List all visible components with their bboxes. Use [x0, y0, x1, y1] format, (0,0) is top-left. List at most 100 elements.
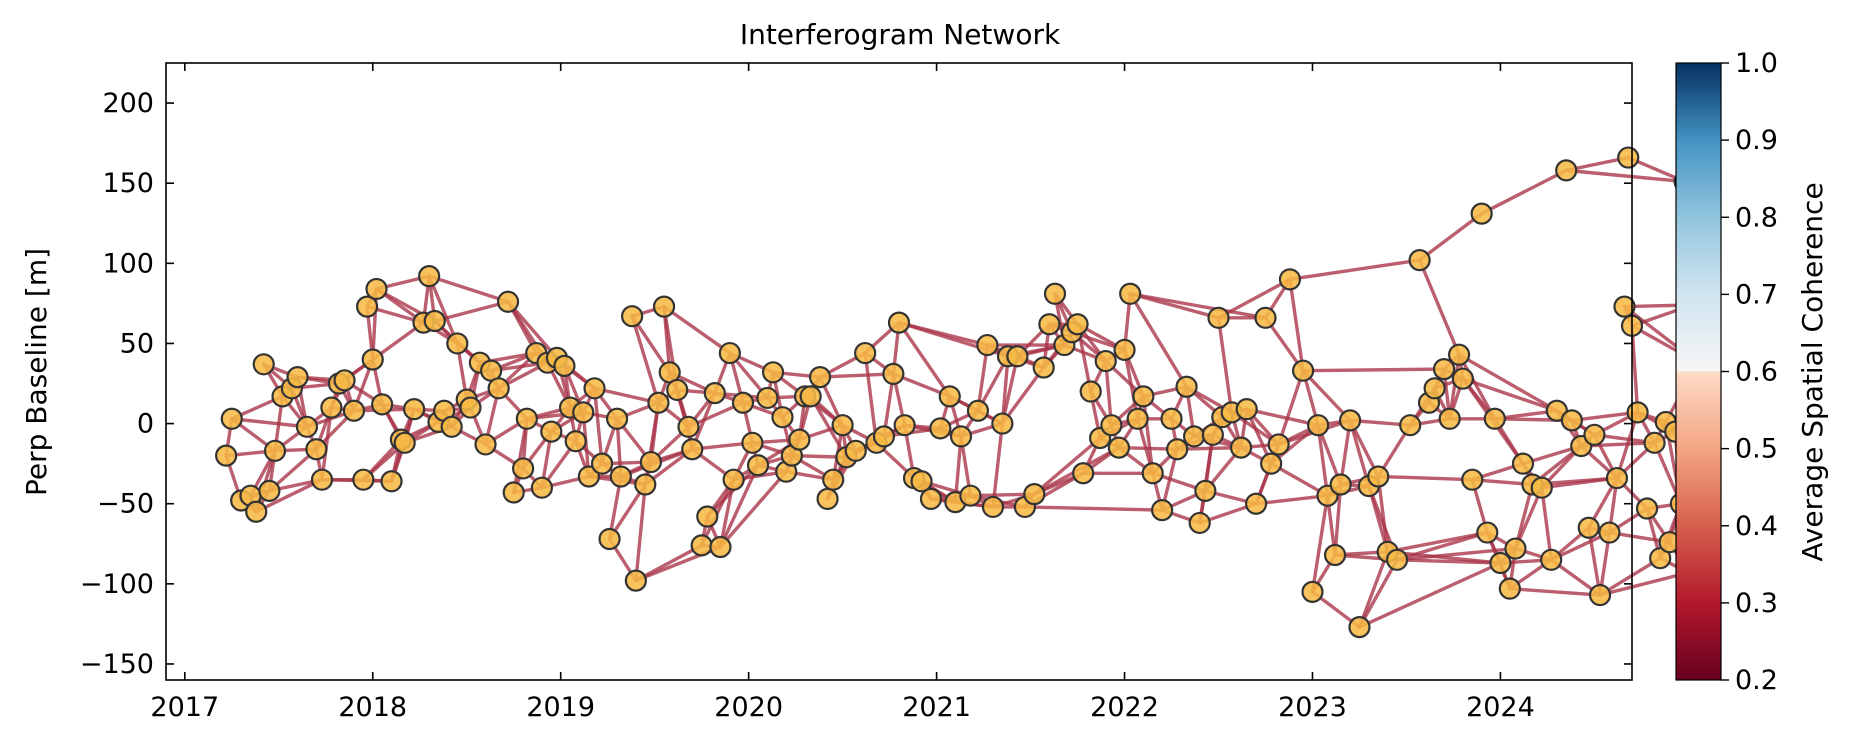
acquisition-point — [572, 401, 595, 424]
acquisition-point — [1461, 468, 1484, 491]
acquisition-point — [854, 341, 877, 365]
acquisition-point — [1367, 465, 1390, 488]
acquisition-point — [1254, 306, 1277, 329]
acquisition-point — [1235, 398, 1258, 421]
acquisition-point — [1447, 343, 1471, 366]
interferogram-edge — [1508, 586, 1602, 597]
acquisition-point — [788, 428, 811, 451]
acquisition-point — [624, 569, 647, 592]
acquisition-point — [1598, 521, 1621, 544]
acquisition-point — [634, 473, 657, 496]
acquisition-point — [1626, 401, 1649, 424]
interferogram-edge — [1540, 476, 1619, 490]
colorbar-tick-label: 0.4 — [1735, 511, 1778, 542]
y-tick-label: −50 — [97, 489, 154, 520]
interferogram-edge — [991, 421, 1005, 509]
acquisition-point — [929, 417, 952, 440]
acquisition-point — [515, 407, 538, 430]
interferogram-edge — [1598, 570, 1691, 597]
colorbar-ticks: 1.0 0.9 0.8 0.7 0.6 0.5 0.4 0.3 0.2 — [1721, 48, 1778, 696]
interferogram-edge — [1357, 550, 1390, 629]
interferogram-edge — [630, 314, 672, 375]
acquisition-point — [220, 407, 243, 430]
acquisition-point — [530, 476, 553, 499]
acquisition-point — [1100, 414, 1123, 437]
interferogram-edge — [1216, 277, 1292, 320]
y-tick-label: 200 — [102, 88, 154, 119]
acquisition-point — [1408, 249, 1431, 272]
chart-title: Interferogram Network — [740, 18, 1061, 51]
x-tick-label: 2021 — [902, 692, 971, 723]
acquisition-point — [446, 332, 469, 355]
acquisition-point — [1530, 476, 1553, 499]
interferogram-edge — [1301, 368, 1352, 423]
acquisition-point — [808, 366, 832, 389]
acquisition-point — [502, 481, 525, 504]
interferogram-edge — [1254, 494, 1330, 506]
acquisition-point — [1489, 551, 1512, 575]
interferogram-edge — [1457, 352, 1497, 421]
interferogram-edge — [1376, 474, 1390, 554]
interferogram-edge — [1395, 558, 1503, 565]
interferogram-edge — [1357, 558, 1399, 629]
acquisition-point — [1066, 313, 1089, 336]
interferogram-edge — [1348, 418, 1371, 488]
x-tick-label: 2023 — [1278, 692, 1347, 723]
interferogram-edge — [1479, 168, 1568, 216]
interferogram-edge — [1333, 482, 1343, 557]
y-tick-label: 150 — [102, 168, 154, 199]
acquisition-point — [252, 353, 275, 376]
colorbar — [1675, 62, 1722, 681]
acquisition-point — [1329, 473, 1352, 496]
acquisition-point — [1160, 407, 1183, 430]
acquisition-point — [1605, 466, 1629, 490]
acquisition-point — [1613, 295, 1636, 318]
x-tick-label: 2018 — [338, 692, 407, 723]
acquisition-point — [1079, 380, 1102, 403]
acquisition-point — [1643, 431, 1666, 454]
interferogram-edge — [718, 477, 736, 549]
acquisition-point — [605, 407, 629, 430]
colorbar-tick-label: 0.2 — [1735, 665, 1778, 696]
acquisition-point — [1301, 580, 1324, 603]
acquisition-point — [621, 305, 644, 328]
acquisition-point — [1229, 436, 1253, 459]
interferogram-edge — [1630, 324, 1640, 415]
acquisition-point — [872, 425, 896, 448]
acquisition-point — [1094, 349, 1117, 373]
interferogram-edge — [320, 405, 334, 482]
acquisition-point — [245, 500, 268, 523]
acquisition-point — [352, 468, 375, 491]
interferogram-edge — [863, 351, 879, 445]
acquisition-point — [919, 487, 943, 511]
acquisition-point — [564, 430, 587, 453]
acquisition-point — [1555, 159, 1578, 182]
acquisition-point — [310, 468, 334, 491]
interferogram-edge — [718, 469, 788, 549]
acquisition-point — [1635, 497, 1659, 520]
acquisition-point — [1617, 146, 1640, 169]
acquisition-point — [1498, 577, 1521, 600]
acquisition-point — [459, 396, 482, 419]
acquisition-point — [1166, 438, 1189, 461]
colorbar-tick-label: 0.6 — [1735, 357, 1778, 388]
interferogram-edge — [427, 274, 510, 304]
interferogram-edge — [1128, 292, 1189, 389]
acquisition-point — [756, 386, 779, 410]
acquisition-point — [1470, 202, 1493, 225]
acquisition-point — [1476, 521, 1499, 544]
acquisition-point — [741, 431, 764, 454]
x-tick-label: 2019 — [526, 692, 595, 723]
acquisition-point — [1072, 462, 1095, 485]
x-tick-label: 2020 — [714, 692, 783, 723]
acquisition-point — [590, 452, 614, 475]
acquisition-point — [966, 399, 990, 422]
interferogram-edge — [662, 304, 732, 355]
interferogram-edge — [1316, 423, 1330, 498]
acquisition-point — [1267, 433, 1290, 456]
y-axis-label: Perp Baseline [m] — [20, 248, 53, 496]
y-tick-label: −100 — [80, 569, 154, 600]
acquisition-point — [1385, 548, 1409, 571]
acquisition-point — [553, 354, 576, 377]
acquisition-point — [1323, 543, 1347, 567]
